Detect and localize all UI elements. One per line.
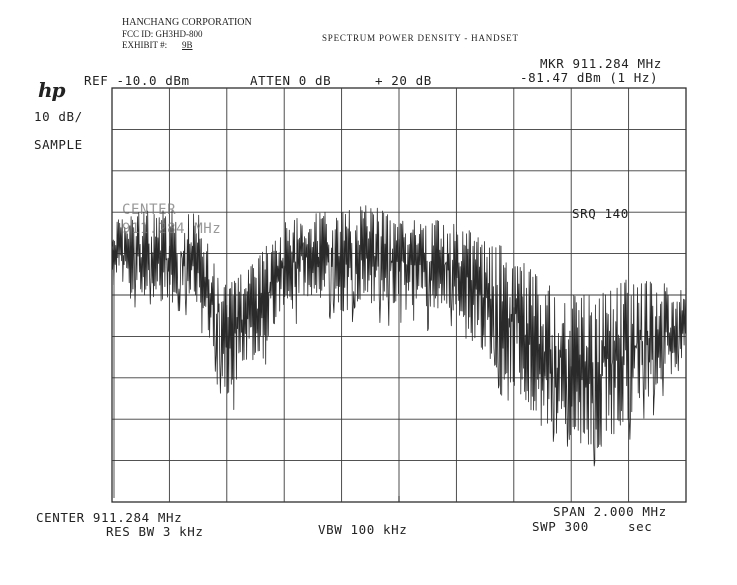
marker-level: -81.47 dBm (1 Hz) [520, 70, 659, 85]
detector-mode: SAMPLE [34, 137, 83, 152]
srq-indicator: SRQ 140 [572, 206, 629, 221]
exhibit-label: EXHIBIT #: [122, 40, 168, 50]
frequency-span: SPAN 2.000 MHz [553, 504, 667, 519]
sweep-time-unit: sec [628, 519, 653, 534]
plot-grid [111, 87, 687, 503]
overlay-center-label: CENTER [122, 202, 177, 218]
sweep-time: SWP 300 [532, 519, 589, 534]
fcc-id: FCC ID: GH3HD-800 [122, 29, 203, 39]
center-frequency: CENTER 911.284 MHz [36, 510, 183, 525]
attenuation: ATTEN 0 dB [250, 73, 332, 88]
exhibit-number: 9B [182, 40, 193, 50]
chart-title: SPECTRUM POWER DENSITY - HANDSET [322, 33, 519, 43]
resolution-bandwidth: RES BW 3 kHz [106, 524, 204, 539]
spectrum-trace [111, 205, 687, 498]
hp-logo: hp [38, 78, 66, 102]
overlay-center-frequency: 911.284 MHz [122, 221, 222, 237]
ref-level: REF -10.0 dBm [84, 73, 190, 88]
company-name: HANCHANG CORPORATION [122, 17, 252, 28]
scale-per-division: 10 dB/ [34, 109, 83, 124]
video-bandwidth: VBW 100 kHz [318, 522, 408, 537]
marker-frequency: MKR 911.284 MHz [540, 56, 662, 71]
gain: + 20 dB [375, 73, 432, 88]
